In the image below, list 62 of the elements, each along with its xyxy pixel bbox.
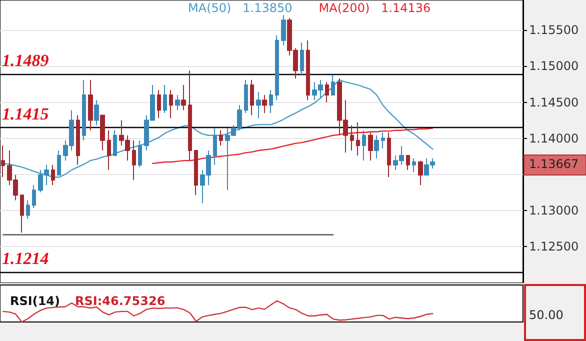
candlestick — [281, 14, 286, 46]
y-tick-label: 1.14500 — [529, 95, 579, 110]
candlestick — [356, 122, 360, 156]
y-tick-label: 1.13000 — [529, 203, 579, 218]
candlestick — [325, 82, 329, 103]
candlestick — [306, 40, 310, 101]
candlestick — [418, 160, 423, 186]
candlestick — [300, 42, 304, 76]
candlestick — [113, 130, 117, 156]
text: 50.00 — [529, 308, 564, 322]
candlestick — [331, 74, 335, 96]
chart-subtitle: RSI:46.75326 — [75, 294, 166, 308]
candlestick — [76, 114, 80, 166]
candlestick — [374, 134, 379, 159]
candlestick — [275, 34, 279, 101]
candlestick — [100, 114, 105, 151]
candlestick — [387, 132, 391, 178]
candlestick — [32, 184, 36, 209]
candlestick — [57, 150, 61, 176]
y-tick-label: 1.14000 — [529, 131, 579, 146]
candlestick — [20, 194, 24, 234]
candlestick — [188, 70, 192, 162]
candlestick — [262, 94, 267, 114]
candlestick — [269, 90, 273, 114]
candlestick — [175, 94, 180, 111]
candlestick — [169, 90, 173, 119]
text: MA(200) 1.14136 — [318, 1, 431, 15]
candlestick — [412, 158, 416, 173]
y-tick-label: 1.15500 — [529, 23, 579, 38]
candlestick — [381, 132, 385, 149]
line-series — [2, 79, 434, 178]
candlestick — [107, 130, 111, 170]
candlestick — [256, 92, 261, 119]
candlestick — [406, 155, 410, 170]
candlestick — [244, 79, 248, 114]
ref-line-label: 1.1489 — [2, 51, 50, 70]
line-series — [152, 128, 434, 164]
text: MA(50) 1.13850 — [188, 1, 292, 15]
chart-title: RSI(14) — [10, 294, 60, 308]
candlestick — [82, 79, 86, 141]
y-tick-label: 1.15000 — [529, 59, 579, 74]
candlestick — [213, 128, 217, 166]
candlestick — [26, 200, 30, 220]
candlestick — [194, 150, 198, 196]
candlestick — [163, 84, 167, 114]
candlestick — [350, 124, 354, 151]
ref-line-label: 1.1415 — [2, 104, 50, 124]
candlestick — [132, 140, 136, 181]
candlestick — [51, 164, 55, 186]
candlestick — [368, 132, 373, 162]
candlestick — [219, 130, 223, 146]
candlestick — [88, 79, 93, 131]
ref-line-label: 1.1214 — [2, 249, 49, 268]
candlestick — [250, 79, 254, 116]
text: 1.13667 — [529, 157, 579, 171]
candlestick — [181, 84, 186, 111]
candlestick — [1, 144, 5, 178]
y-tick-label: 1.12500 — [529, 239, 579, 254]
candlestick — [362, 130, 366, 162]
candlestick — [94, 100, 99, 126]
candlestick — [138, 140, 142, 168]
candlestick — [157, 90, 161, 119]
